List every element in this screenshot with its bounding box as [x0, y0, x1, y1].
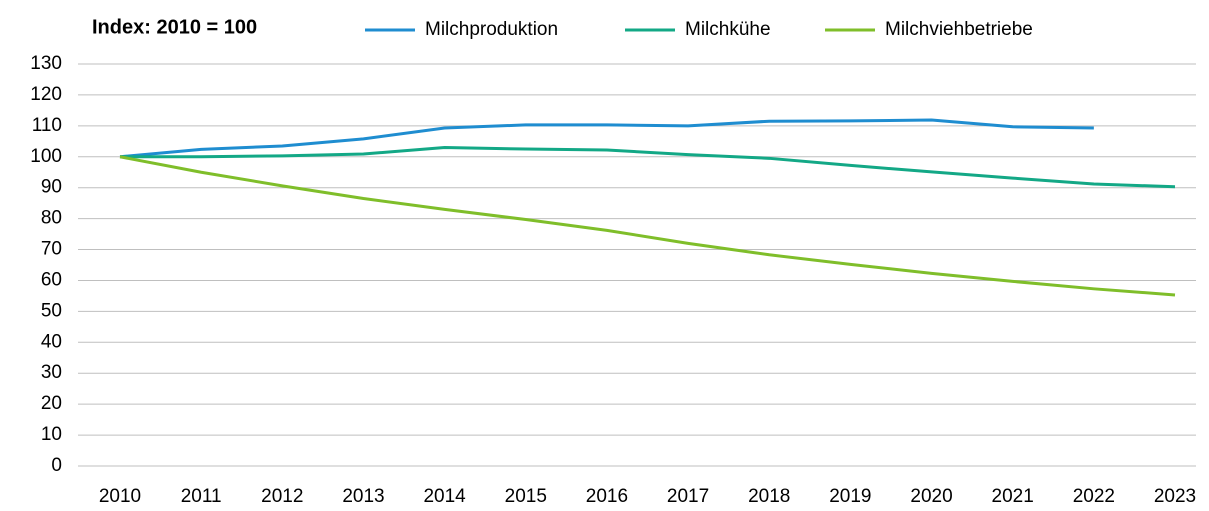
y-tick-label: 60 [41, 269, 62, 290]
y-tick-label: 20 [41, 393, 62, 414]
y-tick-label: 10 [41, 424, 62, 445]
y-tick-label: 80 [41, 208, 62, 229]
y-tick-label: 90 [41, 177, 62, 198]
x-tick-label: 2018 [748, 486, 790, 507]
x-tick-label: 2010 [99, 486, 141, 507]
x-tick-label: 2022 [1073, 486, 1115, 507]
x-tick-label: 2015 [505, 486, 547, 507]
legend-label: Milchproduktion [425, 19, 558, 40]
x-tick-label: 2012 [261, 486, 303, 507]
series-line [119, 155, 1176, 297]
x-tick-label: 2020 [910, 486, 952, 507]
x-tick-label: 2021 [992, 486, 1034, 507]
y-tick-label: 0 [51, 455, 62, 476]
x-tick-label: 2011 [181, 486, 222, 507]
y-tick-label: 120 [30, 84, 62, 105]
legend-label: Milchviehbetriebe [885, 19, 1033, 40]
y-tick-label: 100 [30, 146, 62, 167]
x-tick-label: 2017 [667, 486, 709, 507]
chart-title: Index: 2010 = 100 [92, 16, 257, 38]
y-tick-label: 130 [30, 53, 62, 74]
y-tick-label: 30 [41, 362, 62, 383]
x-tick-label: 2023 [1154, 486, 1196, 507]
series-line [120, 145, 1176, 189]
x-tick-label: 2016 [586, 486, 628, 507]
legend-label: Milchkühe [685, 19, 771, 40]
y-tick-label: 40 [41, 331, 62, 352]
y-tick-label: 50 [41, 300, 62, 321]
x-tick-label: 2014 [423, 486, 466, 507]
y-tick-label: 70 [41, 239, 62, 260]
series-line [119, 118, 1094, 159]
x-tick-label: 2013 [342, 486, 384, 507]
x-tick-label: 2019 [829, 486, 871, 507]
y-tick-label: 110 [32, 115, 62, 136]
